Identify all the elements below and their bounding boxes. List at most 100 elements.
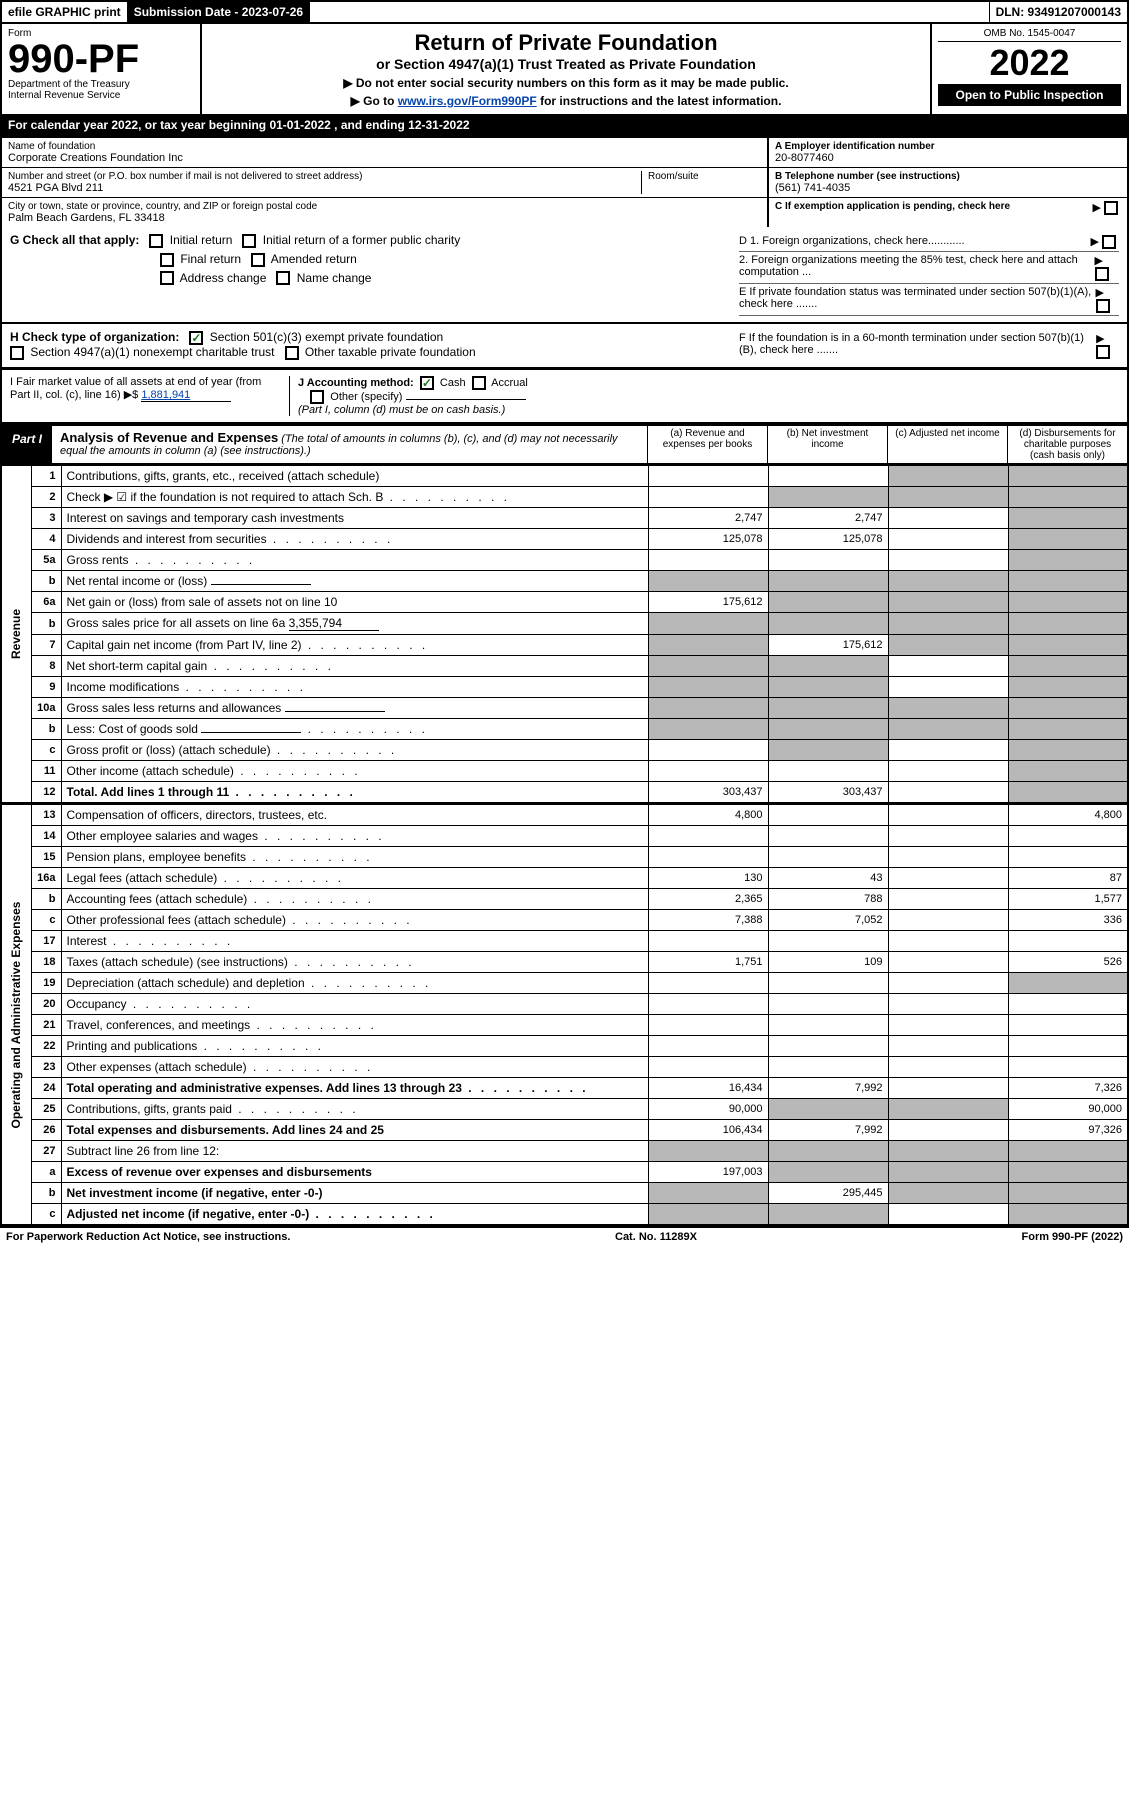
j-label: J Accounting method: [298, 377, 414, 389]
form-subtitle: or Section 4947(a)(1) Trust Treated as P… [208, 56, 924, 72]
c-label: C If exemption application is pending, c… [775, 201, 1010, 215]
cell-gray [1008, 529, 1128, 550]
cell-value: 43 [768, 868, 888, 889]
row-label: Net investment income (if negative, ente… [61, 1183, 648, 1204]
cell-value: 4,800 [648, 805, 768, 826]
cell-value [648, 740, 768, 761]
row-label: Other employee salaries and wages [61, 826, 648, 847]
table-row: 10aGross sales less returns and allowanc… [1, 698, 1128, 719]
j-accrual[interactable] [472, 376, 486, 390]
row-label: Total operating and administrative expen… [61, 1078, 648, 1099]
row-num: a [31, 1162, 61, 1183]
row-label: Compensation of officers, directors, tru… [61, 805, 648, 826]
calendar-year: For calendar year 2022, or tax year begi… [0, 114, 1129, 136]
cell-value: 7,992 [768, 1120, 888, 1141]
cell-gray [768, 1162, 888, 1183]
cell-value [888, 868, 1008, 889]
row-num: 13 [31, 805, 61, 826]
f-checkbox[interactable] [1096, 345, 1110, 359]
cell-gray [888, 592, 1008, 613]
cell-value: 303,437 [648, 782, 768, 804]
table-row: 16aLegal fees (attach schedule)1304387 [1, 868, 1128, 889]
b-label: B Telephone number (see instructions) [775, 171, 1121, 182]
h-501c3[interactable] [189, 331, 203, 345]
cell-gray [888, 1141, 1008, 1162]
table-row: bNet investment income (if negative, ent… [1, 1183, 1128, 1204]
table-row: bNet rental income or (loss) [1, 571, 1128, 592]
cell-gray [1008, 1162, 1128, 1183]
cell-gray [1008, 761, 1128, 782]
h-other-tax[interactable] [285, 346, 299, 360]
irs-link[interactable]: www.irs.gov/Form990PF [398, 94, 537, 108]
col-d: (d) Disbursements for charitable purpose… [1007, 426, 1127, 463]
cell-value [888, 550, 1008, 571]
cell-value [648, 487, 768, 508]
phone: (561) 741-4035 [775, 182, 1121, 194]
e-checkbox[interactable] [1096, 299, 1110, 313]
cell-value [768, 994, 888, 1015]
cell-value [768, 931, 888, 952]
cell-gray [1008, 465, 1128, 487]
row-num: b [31, 1183, 61, 1204]
cell-gray [1008, 1204, 1128, 1226]
d1-checkbox[interactable] [1102, 235, 1116, 249]
table-row: 27Subtract line 26 from line 12: [1, 1141, 1128, 1162]
row-num: 1 [31, 465, 61, 487]
form-number: 990-PF [8, 39, 194, 79]
table-row: 15Pension plans, employee benefits [1, 847, 1128, 868]
table-row: 5aGross rents [1, 550, 1128, 571]
cell-value: 336 [1008, 910, 1128, 931]
cell-value [888, 1204, 1008, 1226]
j-other[interactable] [310, 390, 324, 404]
g-address[interactable] [160, 271, 174, 285]
cell-value: 97,326 [1008, 1120, 1128, 1141]
c-checkbox[interactable] [1104, 201, 1118, 215]
row-label: Depreciation (attach schedule) and deple… [61, 973, 648, 994]
g-initial-former[interactable] [242, 234, 256, 248]
i-value[interactable]: 1,881,941 [141, 389, 231, 402]
g-amended[interactable] [251, 253, 265, 267]
table-row: 8Net short-term capital gain [1, 656, 1128, 677]
g-name[interactable] [276, 271, 290, 285]
cell-value [648, 931, 768, 952]
j-cash[interactable] [420, 376, 434, 390]
cell-gray [768, 698, 888, 719]
row-label: Interest on savings and temporary cash i… [61, 508, 648, 529]
table-row: 4Dividends and interest from securities1… [1, 529, 1128, 550]
cell-value [648, 761, 768, 782]
row-label: Legal fees (attach schedule) [61, 868, 648, 889]
cell-value [888, 656, 1008, 677]
g-final[interactable] [160, 253, 174, 267]
row-num: b [31, 889, 61, 910]
table-row: 7Capital gain net income (from Part IV, … [1, 635, 1128, 656]
cell-value [1008, 847, 1128, 868]
efile-label[interactable]: efile GRAPHIC print [2, 2, 128, 22]
d2-checkbox[interactable] [1095, 267, 1109, 281]
a-label: A Employer identification number [775, 141, 1121, 152]
h-4947[interactable] [10, 346, 24, 360]
cell-value: 2,365 [648, 889, 768, 910]
cell-value [648, 973, 768, 994]
row-label: Contributions, gifts, grants, etc., rece… [61, 465, 648, 487]
cell-value: 7,326 [1008, 1078, 1128, 1099]
row-label: Net gain or (loss) from sale of assets n… [61, 592, 648, 613]
cell-value: 90,000 [648, 1099, 768, 1120]
row-num: 16a [31, 868, 61, 889]
note2: ▶ Go to www.irs.gov/Form990PF for instru… [208, 94, 924, 108]
g-initial[interactable] [149, 234, 163, 248]
cell-value: 175,612 [768, 635, 888, 656]
note1: ▶ Do not enter social security numbers o… [208, 76, 924, 90]
row-num: 6a [31, 592, 61, 613]
cell-value: 125,078 [768, 529, 888, 550]
table-row: 6aNet gain or (loss) from sale of assets… [1, 592, 1128, 613]
row-num: c [31, 740, 61, 761]
cell-value: 7,992 [768, 1078, 888, 1099]
cell-value: 197,003 [648, 1162, 768, 1183]
cell-value: 2,747 [648, 508, 768, 529]
table-row: bAccounting fees (attach schedule)2,3657… [1, 889, 1128, 910]
row-label: Pension plans, employee benefits [61, 847, 648, 868]
cell-value: 109 [768, 952, 888, 973]
e-label: E If private foundation status was termi… [739, 286, 1096, 313]
row-label: Accounting fees (attach schedule) [61, 889, 648, 910]
table-row: 26Total expenses and disbursements. Add … [1, 1120, 1128, 1141]
